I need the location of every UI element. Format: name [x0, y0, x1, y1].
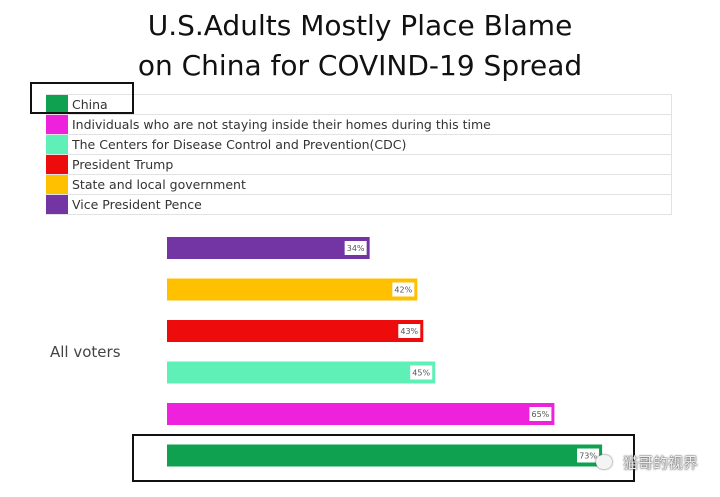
legend-label: State and local government [72, 177, 246, 192]
legend-item: President Trump [46, 155, 672, 175]
chart-title: U.S.Adults Mostly Place Blame on China f… [0, 6, 720, 86]
legend-swatch [46, 155, 68, 174]
data-label-box [577, 448, 600, 463]
legend-swatch [46, 115, 68, 134]
data-label: 43% [400, 327, 418, 336]
bar [167, 278, 418, 301]
data-label-box [410, 365, 433, 380]
legend-label: The Centers for Disease Control and Prev… [72, 137, 407, 152]
legend-label: Vice President Pence [72, 197, 202, 212]
bar [167, 444, 603, 467]
data-label-box [529, 407, 552, 421]
legend-label: China [72, 97, 108, 112]
legend-swatch [46, 135, 68, 154]
legend-item: Vice President Pence [46, 195, 672, 215]
chart-title-line-1: U.S.Adults Mostly Place Blame [147, 9, 573, 42]
data-label: 34% [347, 244, 365, 253]
bar [167, 361, 436, 384]
legend-label: Individuals who are not staying inside t… [72, 117, 491, 132]
legend-label: President Trump [72, 157, 174, 172]
data-label-box [398, 324, 421, 338]
legend-swatch [46, 95, 68, 114]
data-label-box [344, 241, 367, 255]
legend: China Individuals who are not staying ins… [46, 94, 672, 215]
legend-item: Individuals who are not staying inside t… [46, 115, 672, 135]
legend-swatch [46, 195, 68, 214]
group-label: All voters [50, 343, 121, 361]
legend-item: China [46, 94, 672, 115]
wechat-icon [596, 455, 612, 469]
watermark: 猫哥的视界 [622, 454, 698, 472]
bar [167, 320, 424, 342]
data-label-box [392, 282, 415, 297]
data-label: 65% [532, 410, 550, 419]
data-label: 42% [394, 286, 412, 295]
bar [167, 237, 370, 259]
bar [167, 403, 555, 425]
legend-swatch [46, 175, 68, 194]
legend-item: State and local government [46, 175, 672, 195]
legend-item: The Centers for Disease Control and Prev… [46, 135, 672, 155]
chart-title-line-2: on China for COVIND-19 Spread [137, 49, 583, 82]
data-label: 45% [412, 369, 430, 378]
data-label: 73% [579, 452, 597, 461]
